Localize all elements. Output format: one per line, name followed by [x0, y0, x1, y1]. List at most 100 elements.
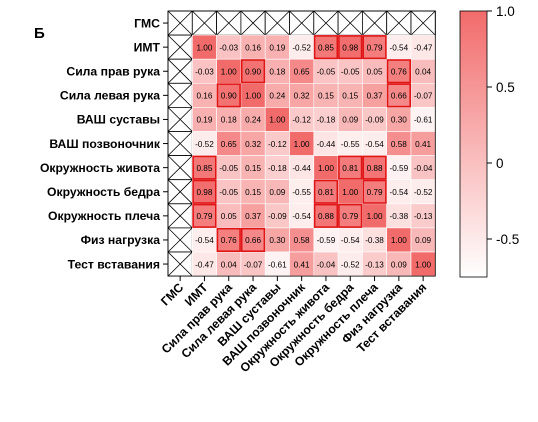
cell-value-label: 1.00	[221, 67, 237, 76]
highlight-frame	[338, 35, 363, 60]
colorbar-tick-label: 1.0	[496, 4, 515, 19]
heatmap-cell	[264, 83, 290, 108]
cell-value-label: 0.32	[294, 92, 310, 101]
cell-value-label: 0.81	[342, 164, 358, 173]
missing-cell-cross	[386, 10, 412, 36]
cell-value-label: 0.15	[318, 92, 334, 101]
cell-value-label: 1.00	[342, 188, 358, 197]
missing-cell-cross	[167, 203, 193, 229]
heatmap-cell	[289, 179, 315, 205]
cell-value-label: 0.88	[318, 212, 334, 221]
heatmap-cell	[337, 107, 363, 132]
missing-cell-cross	[167, 155, 193, 180]
heatmap-cell	[386, 131, 412, 156]
heatmap-cell	[410, 131, 436, 156]
highlight-frame	[338, 203, 363, 228]
heatmap-cell	[289, 227, 315, 253]
heatmap-cell	[313, 131, 339, 156]
heatmap-cell	[216, 34, 242, 60]
heatmap-cell	[362, 227, 387, 253]
cell-value-label: 0.18	[221, 116, 237, 125]
cell-value-label: -0.12	[268, 140, 287, 149]
cell-value-label: -0.18	[317, 116, 336, 125]
missing-cell-cross	[167, 107, 193, 132]
cell-value-label: 0.79	[367, 43, 383, 52]
cell-value-label: -0.04	[414, 164, 433, 173]
heatmap-cell	[240, 203, 266, 229]
highlight-frame	[313, 179, 339, 204]
cell-value-label: -0.54	[292, 212, 311, 221]
highlight-frame	[338, 155, 363, 180]
missing-cell	[167, 10, 193, 36]
cell-value-label: -0.54	[341, 236, 360, 245]
cell-value-label: 0.04	[221, 260, 237, 269]
highlight-frame	[240, 59, 266, 84]
cell-value-label: 0.88	[367, 164, 383, 173]
cell-value-label: -0.18	[268, 164, 287, 173]
cell-value-label: -0.44	[292, 164, 311, 173]
cell-value-label: -0.03	[219, 43, 238, 52]
cell-value-label: -0.09	[268, 212, 287, 221]
missing-cell	[337, 10, 363, 36]
missing-cell-cross	[167, 34, 193, 60]
cell-value-label: 0.09	[391, 260, 407, 269]
cell-value-label: 0.76	[391, 67, 407, 76]
cell-value-label: 0.90	[221, 92, 237, 101]
cell-value-label: -0.07	[244, 260, 263, 269]
heatmap-cell	[362, 83, 387, 108]
row-label: Сила прав рука	[66, 64, 160, 78]
cell-value-label: 0.98	[196, 188, 212, 197]
cell-value-label: 0.65	[221, 140, 237, 149]
missing-cell-cross	[167, 83, 193, 108]
heatmap-cell	[313, 203, 339, 229]
cell-value-label: 0.15	[342, 92, 358, 101]
cell-value-label: 0.41	[294, 260, 310, 269]
heatmap-cell	[313, 34, 339, 60]
cell-value-label: 0.30	[391, 116, 407, 125]
heatmap-cell	[362, 251, 387, 277]
highlight-frame	[240, 227, 266, 252]
missing-cell-cross	[240, 10, 266, 36]
missing-cell	[240, 10, 266, 36]
heatmap-cell	[386, 155, 412, 181]
cell-value-label: 0.90	[245, 67, 261, 76]
missing-cell	[361, 10, 388, 36]
heatmap-cell	[289, 203, 315, 229]
heatmap-cell	[386, 107, 412, 132]
highlight-frame	[313, 203, 339, 228]
row-label: ВАШ суставы	[77, 113, 160, 127]
cell-value-label: 1.00	[391, 236, 407, 245]
cell-value-label: 0.37	[367, 92, 383, 101]
heatmap-cells: 1.00 -0.03 0.16 0.19 -0.52 0.85 0.98 0.79 -0.54-…	[167, 10, 436, 277]
missing-cell	[167, 203, 193, 229]
heatmap-cell	[313, 155, 339, 181]
cell-value-label: 0.09	[415, 236, 431, 245]
cell-value-label: -0.38	[365, 236, 384, 245]
cell-value-label: 0.16	[245, 43, 261, 52]
cell-value-label: 0.58	[391, 140, 407, 149]
missing-cell-cross	[167, 251, 193, 277]
missing-cell	[167, 107, 193, 132]
heatmap-cell	[240, 251, 266, 277]
cell-value-label: 0.85	[196, 164, 212, 173]
column-label: ГМС	[158, 280, 186, 308]
cell-value-label: -0.54	[195, 236, 214, 245]
cell-value-label: 1.00	[269, 116, 285, 125]
heatmap-cell	[289, 251, 315, 277]
heatmap-cell	[410, 107, 436, 132]
missing-cell-cross	[167, 10, 193, 36]
cell-value-label: 1.00	[294, 140, 310, 149]
cell-value-label: 0.79	[367, 188, 383, 197]
cell-value-label: 0.15	[245, 188, 261, 197]
cell-value-label: -0.09	[365, 116, 384, 125]
cell-value-label: -0.13	[414, 212, 433, 221]
cell-value-label: -0.54	[390, 43, 409, 52]
cell-value-label: -0.47	[414, 43, 433, 52]
cell-value-label: 0.05	[367, 67, 383, 76]
highlight-frame	[386, 83, 412, 108]
heatmap-cell	[410, 83, 436, 108]
cell-value-label: 0.05	[221, 212, 237, 221]
heatmap-cell	[337, 251, 363, 277]
heatmap-cell	[192, 155, 217, 181]
cell-value-label: 0.66	[391, 92, 407, 101]
